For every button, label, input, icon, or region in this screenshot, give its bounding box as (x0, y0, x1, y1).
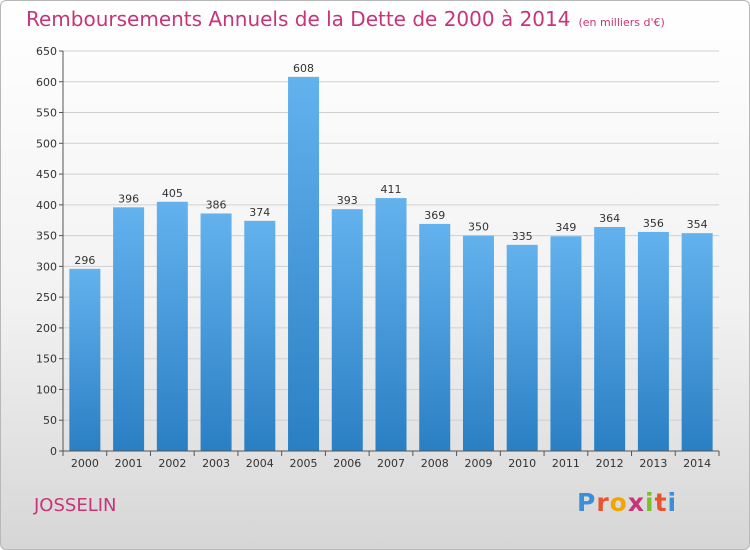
bars: 296 396 405 386 374 608 393 411 369 350 335 349 364 3… (69, 62, 713, 451)
bar (200, 213, 232, 451)
logo-letter: o (609, 488, 628, 517)
x-tick-label: 2013 (639, 457, 667, 470)
x-tick-label: 2010 (508, 457, 536, 470)
bar (69, 268, 101, 451)
y-tick-label: 300 (36, 260, 57, 273)
data-label: 369 (424, 209, 445, 222)
proxiti-logo: Proxiti (577, 488, 677, 517)
y-tick-label: 0 (50, 445, 57, 458)
y-tick-label: 450 (36, 168, 57, 181)
bar (681, 233, 713, 451)
data-label: 608 (293, 62, 314, 75)
logo-letter: r (596, 488, 610, 517)
logo-letter: t (654, 488, 668, 517)
data-label: 405 (162, 187, 183, 200)
bar (331, 209, 363, 451)
unit-note: (en milliers d'€) (578, 16, 665, 29)
x-tick-label: 2004 (246, 457, 274, 470)
y-tick-label: 250 (36, 291, 57, 304)
data-label: 356 (643, 217, 664, 230)
logo-letter: i (645, 488, 655, 517)
data-label: 396 (118, 192, 139, 205)
logo-letter: P (577, 488, 597, 517)
y-axis: 0 50 100 150 200 250 300 350 400 450 500 550 600 650 (36, 45, 64, 458)
data-label: 374 (249, 206, 270, 219)
bar (244, 220, 276, 451)
y-tick-label: 600 (36, 76, 57, 89)
data-label: 335 (512, 230, 533, 243)
y-tick-label: 100 (36, 383, 57, 396)
x-tick-label: 2009 (464, 457, 492, 470)
x-tick-label: 2000 (71, 457, 99, 470)
bar (113, 207, 145, 451)
bar (550, 236, 582, 451)
bar (288, 76, 320, 451)
chart-title-text: Remboursements Annuels de la Dette de 20… (26, 7, 571, 31)
data-label: 386 (206, 198, 227, 211)
logo-letter: i (667, 488, 678, 517)
y-tick-label: 350 (36, 230, 57, 243)
data-label: 364 (599, 212, 620, 225)
x-axis: 2000 2001 2002 2003 2004 2005 2006 2007 2008 2009… (62, 450, 720, 470)
y-tick-label: 650 (36, 45, 57, 58)
y-tick-label: 400 (36, 199, 57, 212)
bar (156, 201, 188, 451)
y-tick-label: 550 (36, 107, 57, 120)
town-name: JOSSELIN (34, 495, 117, 516)
data-label: 296 (74, 254, 95, 267)
x-tick-label: 2012 (596, 457, 624, 470)
bar (506, 244, 538, 451)
data-label: 354 (687, 218, 708, 231)
x-tick-label: 2006 (333, 457, 361, 470)
bar (419, 223, 451, 451)
data-label: 411 (381, 183, 402, 196)
x-tick-label: 2008 (421, 457, 449, 470)
y-tick-label: 50 (43, 414, 57, 427)
x-tick-label: 2003 (202, 457, 230, 470)
x-tick-label: 2005 (290, 457, 318, 470)
data-label: 393 (337, 194, 358, 207)
bar (637, 231, 669, 451)
x-tick-label: 2001 (115, 457, 143, 470)
data-label: 349 (555, 221, 576, 234)
bar (594, 227, 626, 451)
x-tick-label: 2007 (377, 457, 405, 470)
x-tick-label: 2014 (683, 457, 711, 470)
data-label: 350 (468, 221, 489, 234)
chart-title: Remboursements Annuels de la Dette de 20… (26, 7, 665, 31)
x-tick-label: 2011 (552, 457, 580, 470)
bar (375, 198, 407, 451)
y-tick-label: 150 (36, 353, 57, 366)
y-tick-label: 200 (36, 322, 57, 335)
logo-letter: x (627, 488, 645, 517)
bar (462, 235, 494, 451)
x-tick-label: 2002 (158, 457, 186, 470)
y-tick-label: 500 (36, 137, 57, 150)
